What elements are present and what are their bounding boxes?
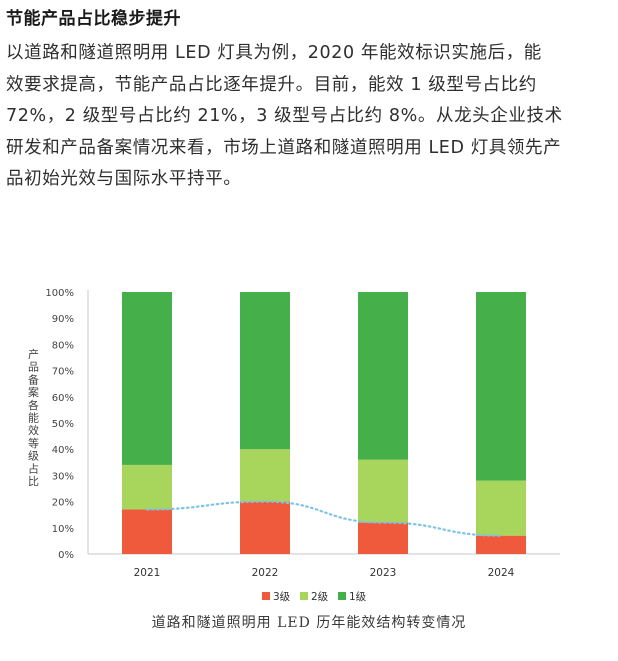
y-tick-label: 60% <box>52 393 74 404</box>
legend-swatch-3级 <box>262 592 270 600</box>
x-tick-label: 2021 <box>134 567 161 579</box>
paragraph-line: 品初始光效与国际水平持平。 <box>6 169 242 189</box>
paragraph-line: 研发和产品备案情况来看，市场上道路和隧道照明用 LED 灯具领先产 <box>6 137 562 158</box>
section-heading: 节能产品占比稳步提升 <box>6 9 181 29</box>
paragraph-line: 效要求提高，节能产品占比逐年提升。目前，能效 1 级型号占比约 <box>6 74 537 95</box>
paragraph-line: 以道路和隧道照明用 LED 灯具为例，2020 年能效标识实施后，能 <box>6 43 542 63</box>
legend-swatch-2级 <box>300 592 308 600</box>
bar-segment-3级 <box>476 535 526 554</box>
legend-swatch-1级 <box>338 592 346 600</box>
bar-segment-2级 <box>240 449 290 502</box>
y-tick-label: 70% <box>52 367 74 378</box>
bar-segment-1级 <box>240 292 290 450</box>
y-tick-label: 20% <box>52 498 74 509</box>
bar-segment-1级 <box>358 292 408 460</box>
y-tick-label: 30% <box>52 471 74 482</box>
bar-segment-1级 <box>476 292 526 481</box>
x-tick-label: 2024 <box>488 567 515 579</box>
bar-segment-2级 <box>476 480 526 536</box>
x-tick-label: 2022 <box>252 567 279 579</box>
stacked-bar-chart: 0% 10% 20% 30% 40% 50% 60% 70% 80% 90% 100% 产品备案各能效… <box>28 288 560 603</box>
bar-segment-3级 <box>358 522 408 554</box>
y-tick-label: 100% <box>45 288 74 299</box>
paragraph-line: 72%，2 级型号占比约 21%，3 级型号占比约 8%。从龙头企业技术 <box>6 106 563 126</box>
trend-line <box>145 500 503 537</box>
y-tick-label: 40% <box>52 445 74 456</box>
y-axis-label: 产品备案各能效等级占比 <box>28 347 39 488</box>
y-tick-label: 80% <box>52 340 74 351</box>
bar-segment-2级 <box>358 459 408 523</box>
y-tick-label: 10% <box>52 524 74 535</box>
bar-segment-3级 <box>122 509 172 554</box>
legend-label: 1级 <box>349 591 367 603</box>
x-tick-label: 2023 <box>370 567 397 579</box>
bar-segment-1级 <box>122 292 172 465</box>
bar-segment-3级 <box>240 501 290 554</box>
y-tick-label: 0% <box>58 550 74 561</box>
y-tick-label: 90% <box>52 314 74 325</box>
y-tick-label: 50% <box>52 419 74 430</box>
legend-label: 3级 <box>273 591 291 603</box>
chart-caption: 道路和隧道照明用 LED 历年能效结构转变情况 <box>151 615 467 631</box>
body-paragraph: 以道路和隧道照明用 LED 灯具为例，2020 年能效标识实施后，能 效要求提高… <box>6 38 606 196</box>
legend-label: 2级 <box>311 591 329 603</box>
bar-segment-2级 <box>122 464 172 510</box>
